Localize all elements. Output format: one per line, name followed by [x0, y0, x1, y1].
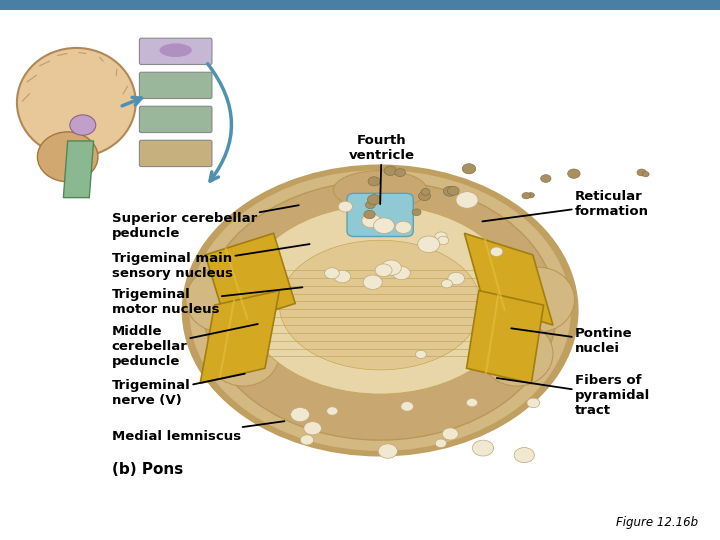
- FancyBboxPatch shape: [140, 38, 212, 64]
- Text: Trigeminal main
sensory nucleus: Trigeminal main sensory nucleus: [112, 244, 310, 280]
- Ellipse shape: [207, 321, 279, 386]
- Text: Medial lemniscus: Medial lemniscus: [112, 421, 284, 443]
- Circle shape: [363, 275, 382, 289]
- Polygon shape: [205, 233, 295, 325]
- Text: Superior cerebellar
peduncle: Superior cerebellar peduncle: [112, 205, 299, 240]
- Ellipse shape: [181, 165, 579, 456]
- FancyBboxPatch shape: [347, 193, 413, 237]
- Circle shape: [637, 169, 646, 176]
- Text: Pontine
nuclei: Pontine nuclei: [511, 327, 632, 355]
- Circle shape: [300, 435, 314, 445]
- Text: (b) Pons: (b) Pons: [112, 462, 183, 477]
- Circle shape: [384, 166, 397, 176]
- Circle shape: [412, 209, 421, 215]
- Circle shape: [327, 407, 338, 415]
- Circle shape: [362, 214, 380, 228]
- Circle shape: [366, 201, 375, 208]
- Ellipse shape: [204, 181, 557, 440]
- Text: Figure 12.16b: Figure 12.16b: [616, 516, 698, 529]
- Circle shape: [527, 193, 534, 198]
- Text: Fourth
ventricle: Fourth ventricle: [348, 134, 415, 204]
- Circle shape: [448, 272, 464, 285]
- FancyBboxPatch shape: [140, 72, 212, 98]
- Polygon shape: [464, 233, 553, 325]
- Ellipse shape: [189, 170, 571, 451]
- FancyBboxPatch shape: [140, 140, 212, 166]
- Text: Reticular
formation: Reticular formation: [482, 190, 649, 221]
- Circle shape: [378, 444, 397, 458]
- Circle shape: [456, 192, 478, 208]
- Ellipse shape: [160, 43, 192, 57]
- Circle shape: [395, 221, 412, 233]
- Ellipse shape: [481, 321, 553, 386]
- Circle shape: [567, 169, 580, 178]
- Circle shape: [418, 192, 431, 200]
- Ellipse shape: [243, 205, 517, 394]
- Polygon shape: [467, 291, 544, 383]
- Circle shape: [438, 237, 449, 245]
- Circle shape: [291, 408, 310, 422]
- Circle shape: [395, 168, 405, 177]
- Circle shape: [490, 247, 503, 256]
- Ellipse shape: [503, 267, 575, 332]
- Circle shape: [421, 188, 430, 195]
- Circle shape: [364, 210, 375, 219]
- Circle shape: [467, 399, 477, 407]
- FancyBboxPatch shape: [140, 106, 212, 132]
- Ellipse shape: [17, 48, 136, 157]
- Circle shape: [472, 440, 494, 456]
- Circle shape: [304, 422, 321, 435]
- Circle shape: [374, 218, 395, 233]
- Ellipse shape: [186, 167, 575, 454]
- Circle shape: [527, 398, 540, 408]
- Circle shape: [381, 260, 401, 275]
- Bar: [0, 0, 720, 10]
- Circle shape: [462, 164, 476, 174]
- Text: Middle
cerebellar
peduncle: Middle cerebellar peduncle: [112, 324, 258, 368]
- Text: Fibers of
pyramidal
tract: Fibers of pyramidal tract: [497, 374, 650, 417]
- Circle shape: [447, 186, 459, 195]
- Circle shape: [522, 193, 531, 199]
- Circle shape: [435, 232, 447, 241]
- Ellipse shape: [70, 115, 96, 136]
- Circle shape: [442, 428, 459, 440]
- Circle shape: [334, 271, 351, 283]
- Polygon shape: [63, 141, 94, 198]
- Circle shape: [441, 280, 452, 288]
- Circle shape: [418, 236, 440, 253]
- Circle shape: [435, 439, 446, 448]
- Ellipse shape: [279, 240, 481, 370]
- Ellipse shape: [37, 132, 98, 182]
- Circle shape: [642, 172, 649, 177]
- Ellipse shape: [333, 171, 427, 210]
- Circle shape: [338, 201, 353, 212]
- Circle shape: [367, 194, 381, 205]
- Circle shape: [368, 177, 380, 186]
- Circle shape: [325, 268, 339, 279]
- Circle shape: [514, 448, 534, 463]
- Circle shape: [401, 402, 413, 411]
- Circle shape: [392, 266, 410, 280]
- Circle shape: [541, 174, 551, 183]
- Circle shape: [375, 264, 392, 276]
- Circle shape: [415, 350, 426, 359]
- Circle shape: [444, 186, 456, 196]
- Text: Trigeminal
nerve (V): Trigeminal nerve (V): [112, 374, 245, 407]
- Text: Trigeminal
motor nucleus: Trigeminal motor nucleus: [112, 287, 302, 316]
- Polygon shape: [200, 291, 279, 383]
- Ellipse shape: [186, 267, 258, 332]
